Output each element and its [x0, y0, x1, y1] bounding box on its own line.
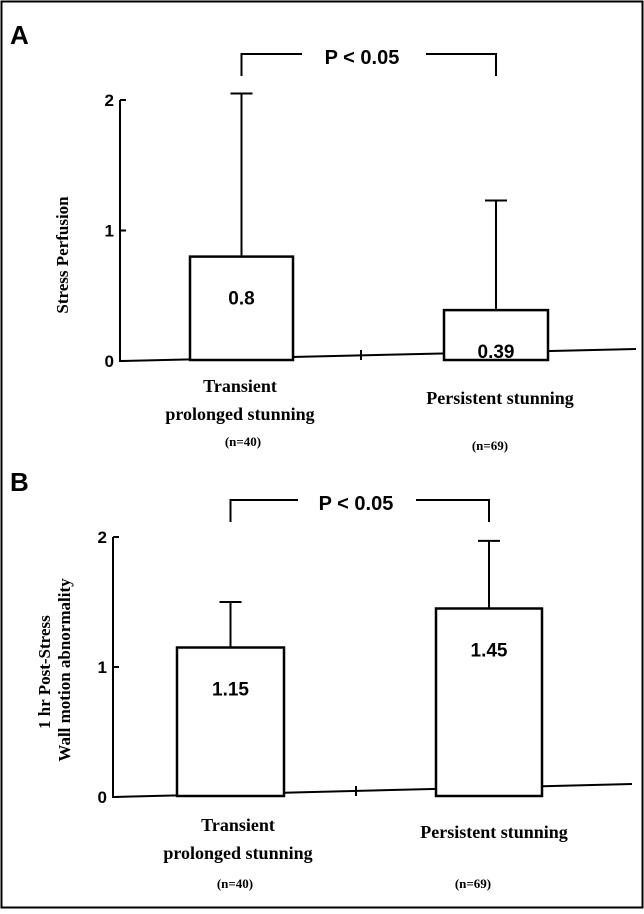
- bar-b-1: [434, 607, 544, 798]
- y-axis-label-a: Stress Perfusion: [53, 196, 72, 314]
- panel-a: A 012 0.80.39 P < 0.05 Stress Perfusion …: [10, 20, 637, 453]
- category-label-b-1: Persistent stunning (n=69): [420, 822, 568, 891]
- y-tick-label-b-0: 0: [98, 788, 107, 807]
- bracket-right-a: [426, 53, 497, 76]
- bar-a-1: [442, 308, 550, 362]
- category-label-a-1: Persistent stunning (n=69): [426, 388, 574, 453]
- y-ticks-a: 0 1 2: [105, 91, 126, 371]
- bracket-left-a: [240, 53, 302, 76]
- bars-a: 0.8 0.39: [188, 92, 550, 363]
- bracket-left-b: [229, 499, 298, 522]
- category-n: (n=40): [225, 434, 261, 449]
- svg-text:Persistent stunning: Persistent stunning: [426, 388, 574, 408]
- svg-text:Transient: Transient: [201, 815, 275, 835]
- svg-text:Persistent stunning: Persistent stunning: [420, 822, 568, 842]
- category-n: (n=40): [217, 876, 253, 891]
- significance-bracket-b: [229, 499, 490, 522]
- y-tick-label-b-1: 1: [98, 658, 107, 677]
- category-line: Persistent stunning: [420, 822, 568, 842]
- category-label-a-0: Transient prolonged stunning (n=40): [165, 376, 314, 449]
- significance-label-b: P < 0.05: [319, 493, 394, 515]
- panel-letter-b: B: [10, 467, 29, 497]
- y-tick-label-a-2: 2: [105, 91, 114, 110]
- bracket-right-b: [416, 499, 490, 522]
- category-line: prolonged stunning: [165, 404, 314, 424]
- value-label-a-1: 0.39: [478, 342, 515, 363]
- category-n: (n=69): [455, 876, 491, 891]
- significance-label-a: P < 0.05: [325, 47, 400, 69]
- svg-text:prolonged stunning: prolonged stunning: [165, 404, 314, 424]
- bar-a-0: [188, 255, 295, 362]
- category-line: Persistent stunning: [426, 388, 574, 408]
- category-label-b-0: Transient prolonged stunning (n=40): [163, 815, 312, 891]
- y-ticks-b: 0 1 2: [98, 528, 119, 807]
- significance-bracket-a: [240, 53, 497, 76]
- value-label-b-1: 1.45: [471, 641, 508, 662]
- category-n: (n=69): [472, 438, 508, 453]
- panel-b: B 0 1 2 1.15 1.45 P < 0.05 1 hr Post-Stress…: [10, 467, 633, 891]
- category-line: prolonged stunning: [163, 843, 312, 863]
- y-axis-label-b: 1 hr Post-Stress Wall motion abnormality: [35, 578, 74, 762]
- bar-b-0: [175, 646, 286, 798]
- svg-text:Transient: Transient: [203, 376, 277, 396]
- value-label-a-0: 0.8: [228, 289, 254, 310]
- panel-letter-a: A: [10, 20, 29, 50]
- y-tick-label-a-0: 0: [105, 352, 114, 371]
- y-tick-label-b-2: 2: [98, 528, 107, 547]
- value-label-b-0: 1.15: [212, 680, 249, 701]
- category-line: Transient: [201, 815, 275, 835]
- svg-text:prolonged stunning: prolonged stunning: [163, 843, 312, 863]
- bars-b: 1.15 1.45: [175, 539, 544, 798]
- y-tick-label-a-1: 1: [105, 222, 114, 241]
- category-line: Transient: [203, 376, 277, 396]
